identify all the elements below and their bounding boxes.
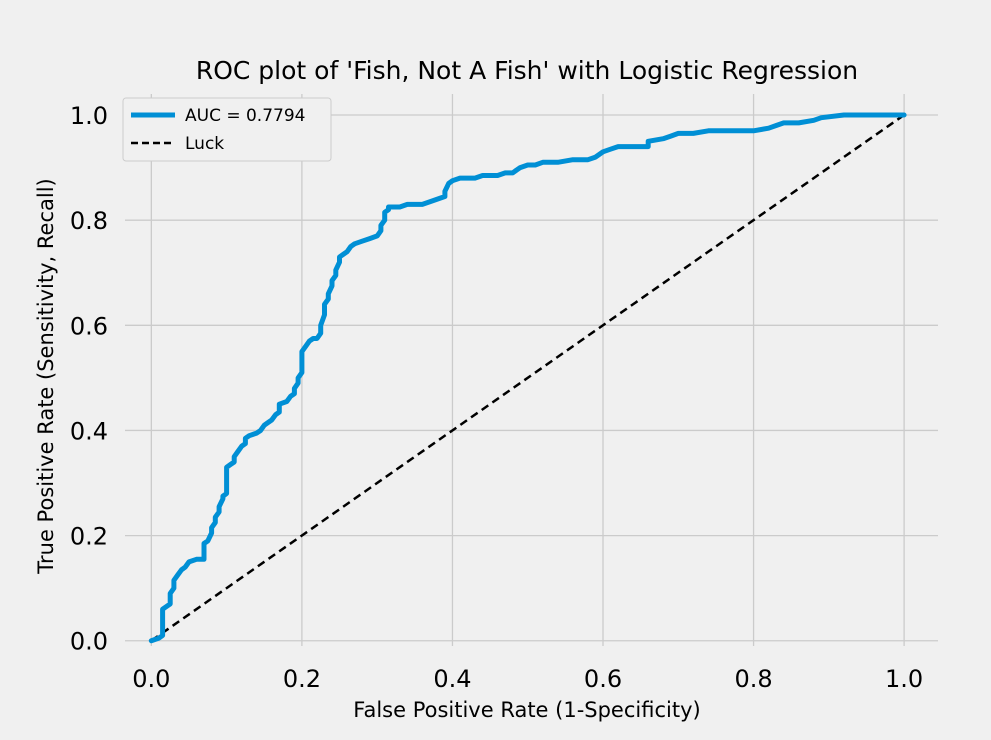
roc-curve-line (148, 112, 907, 644)
y-tick-label-4: 0.8 (70, 207, 108, 235)
legend: AUC = 0.7794 Luck (122, 97, 332, 162)
luck-line (150, 113, 905, 642)
x-tick-label-5: 1.0 (885, 665, 923, 693)
x-tick-label-4: 0.8 (734, 665, 772, 693)
tick-labels: 0.0 0.2 0.4 0.6 0.8 1.0 0.0 0.2 0.4 0.6 0.8 1.0 (70, 102, 923, 693)
y-tick-label-0: 0.0 (70, 628, 108, 656)
y-tick-label-1: 0.2 (70, 523, 108, 551)
y-tick-label-2: 0.4 (70, 417, 108, 445)
y-tick-label-3: 0.6 (70, 312, 108, 340)
x-axis-label: False Positive Rate (1-Specificity) (353, 698, 700, 722)
x-tick-label-2: 0.4 (433, 665, 471, 693)
legend-label-auc: AUC = 0.7794 (185, 106, 305, 126)
chart-title: ROC plot of 'Fish, Not A Fish' with Logi… (196, 56, 858, 85)
x-tick-label-0: 0.0 (132, 665, 170, 693)
y-axis-label: True Positive Rate (Sensitivity, Recall) (34, 178, 58, 574)
x-tick-label-3: 0.6 (584, 665, 622, 693)
y-tick-label-5: 1.0 (70, 102, 108, 130)
legend-label-luck: Luck (185, 134, 224, 154)
series-group (148, 112, 907, 644)
x-tick-label-1: 0.2 (283, 665, 321, 693)
